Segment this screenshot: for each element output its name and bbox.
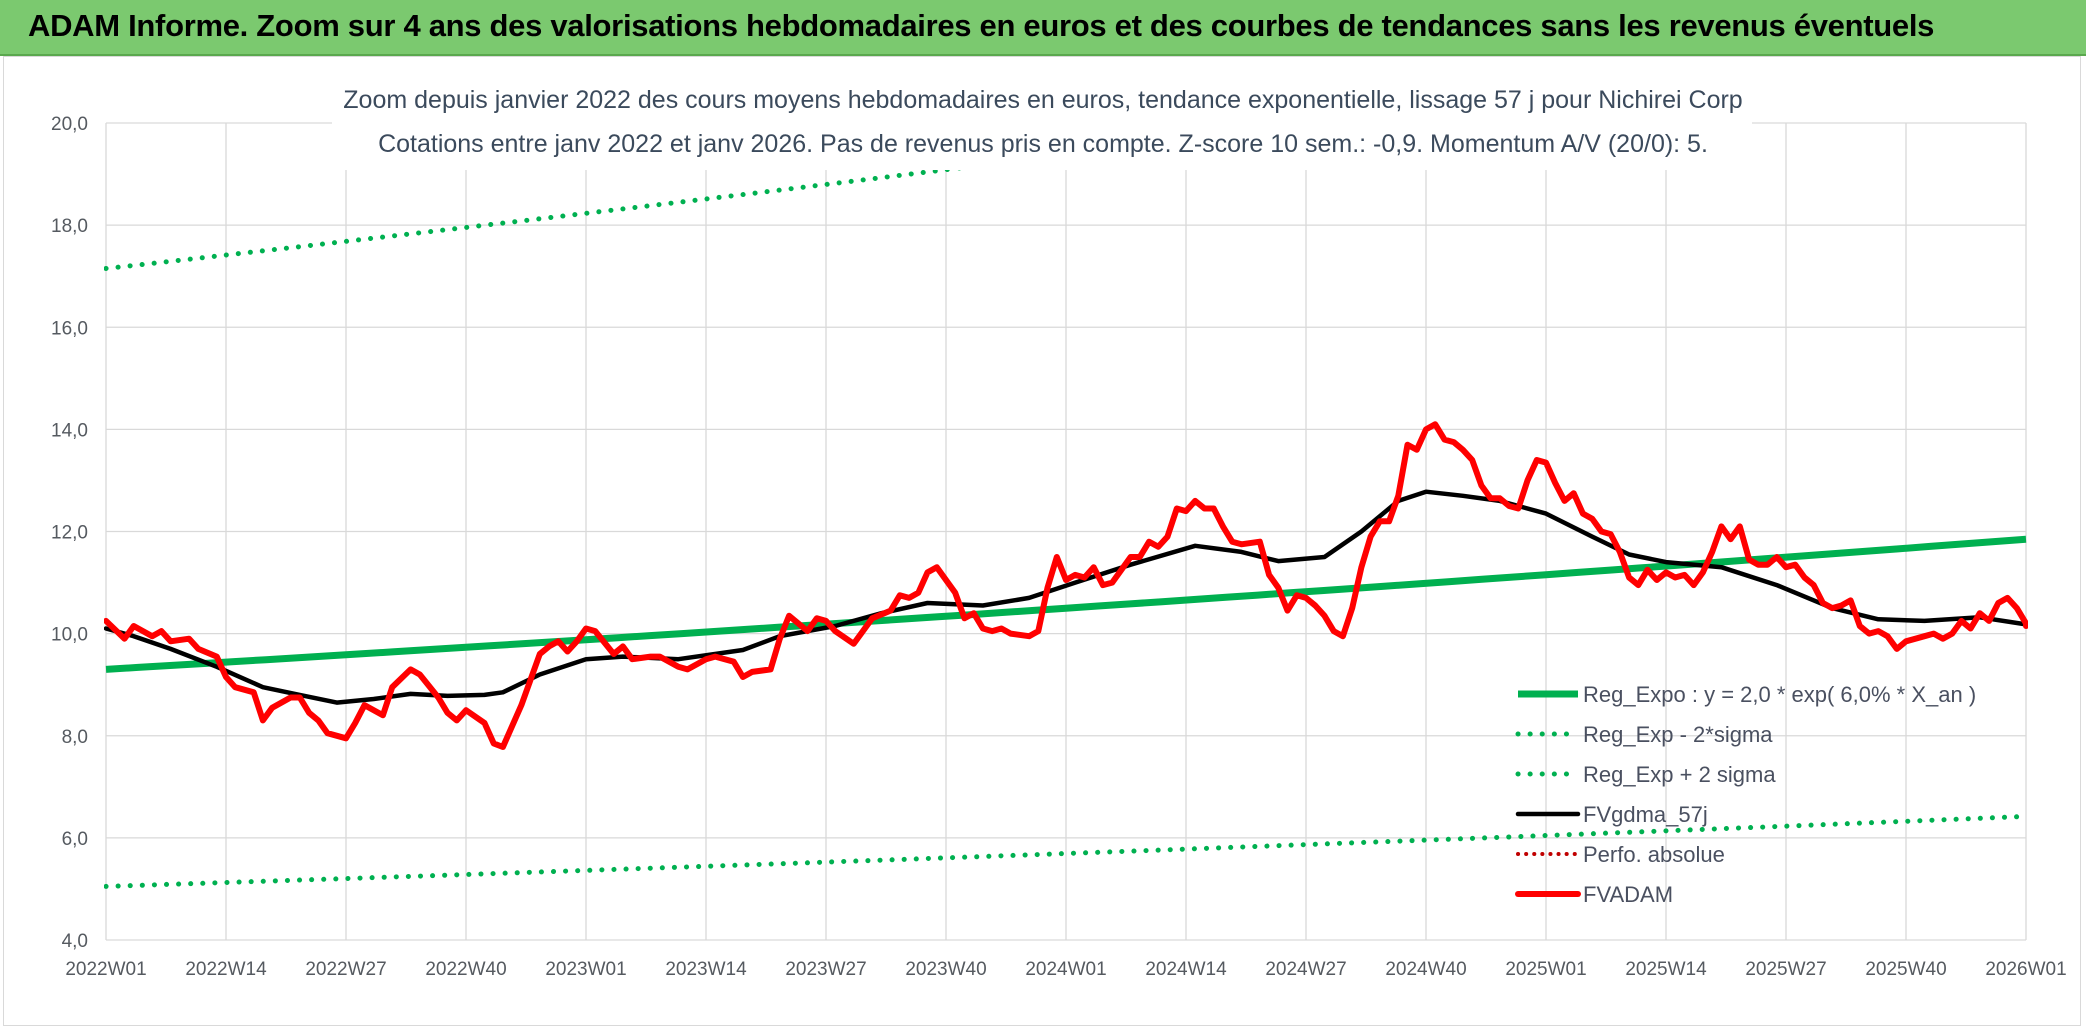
x-tick-label: 2023W14 [665, 959, 747, 980]
chart-subtitle-line-1: Zoom depuis janvier 2022 des cours moyen… [343, 86, 1742, 114]
x-tick-label: 2022W14 [185, 959, 267, 980]
report-banner: ADAM Informe. Zoom sur 4 ans des valoris… [0, 0, 2086, 56]
x-tick-label: 2022W27 [305, 959, 386, 980]
y-tick-label: 4,0 [62, 931, 88, 952]
x-tick-label: 2023W27 [785, 959, 866, 980]
report-title: ADAM Informe. Zoom sur 4 ans des valoris… [28, 8, 1935, 43]
chart-subtitle-line-2: Cotations entre janv 2022 et janv 2026. … [378, 130, 1708, 158]
chart-frame [3, 56, 2081, 1026]
x-tick-label: 2024W14 [1145, 959, 1227, 980]
x-tick-label: 2024W40 [1385, 959, 1466, 980]
x-tick-label: 2025W14 [1625, 959, 1707, 980]
legend-label: Reg_Exp + 2 sigma [1583, 762, 1776, 787]
legend: Reg_Expo : y = 2,0 * exp( 6,0% * X_an ) R… [1515, 682, 1976, 907]
legend-label: Reg_Expo : y = 2,0 * exp( 6,0% * X_an ) [1583, 682, 1976, 707]
x-tick-label: 2022W40 [425, 959, 506, 980]
y-tick-label: 18,0 [51, 216, 88, 237]
x-tick-label: 2026W01 [1985, 959, 2066, 980]
x-tick-label: 2022W01 [65, 959, 146, 980]
y-tick-label: 12,0 [51, 523, 88, 544]
gridlines [105, 122, 2027, 941]
y-tick-label: 16,0 [51, 318, 88, 339]
y-tick-label: 8,0 [62, 727, 88, 748]
legend-label: FVgdma_57j [1583, 802, 1708, 827]
fvadam-line [104, 421, 2028, 750]
legend-label: FVADAM [1583, 882, 1673, 907]
y-tick-label: 10,0 [51, 625, 88, 646]
legend-label: Perfo. absolue [1583, 842, 1725, 867]
x-tick-label: 2023W01 [545, 959, 626, 980]
x-tick-label: 2025W27 [1745, 959, 1826, 980]
x-tick-label: 2023W40 [905, 959, 986, 980]
y-tick-label: 6,0 [62, 829, 88, 850]
axis-labels: 4,0 6,0 8,0 10,0 12,0 14,0 16,0 18,0 20,0 2022W01… [51, 114, 2067, 980]
y-tick-label: 14,0 [51, 420, 88, 441]
x-tick-label: 2025W40 [1865, 959, 1946, 980]
subtitle-background [332, 78, 1752, 170]
x-tick-label: 2024W01 [1025, 959, 1106, 980]
legend-label: Reg_Exp - 2*sigma [1583, 722, 1773, 747]
y-tick-label: 20,0 [51, 114, 88, 135]
x-tick-label: 2025W01 [1505, 959, 1586, 980]
x-tick-label: 2024W27 [1265, 959, 1346, 980]
